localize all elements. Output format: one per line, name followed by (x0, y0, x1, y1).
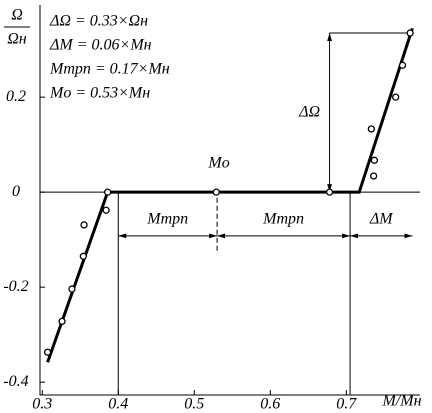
formula-note: ΔΩ = 0.33×Ωн (49, 13, 148, 30)
data-point (212, 188, 220, 196)
dimension-label: ΔM (369, 211, 394, 228)
data-point (79, 252, 87, 260)
x-tick-label: 0.6 (260, 396, 280, 413)
formula-note: ΔM = 0.06×Mн (49, 37, 152, 54)
formula-note: Mтрп = 0.17×Mн (49, 61, 170, 78)
data-point (406, 29, 414, 37)
dimension-label: ΔΩ (298, 103, 320, 120)
x-tick-label: 0.3 (32, 396, 52, 413)
data-point (43, 348, 52, 356)
y-label-denominator: Ωн (7, 31, 27, 48)
x-tick-label: 0.4 (108, 396, 128, 413)
data-point (80, 221, 88, 229)
y-label-numerator: Ω (11, 7, 23, 24)
y-tick-label: -0.4 (3, 373, 28, 390)
x-tick-label: 0.5 (184, 396, 204, 413)
characteristic-line (46, 27, 414, 363)
m0-label: Mо (207, 154, 229, 171)
x-tick-label: 0.7 (336, 396, 357, 413)
data-point (398, 61, 407, 69)
data-point (369, 172, 378, 180)
data-point (68, 285, 76, 293)
formula-note: Mо = 0.53×Mн (49, 85, 150, 102)
y-tick-label: 0 (12, 183, 20, 200)
y-tick-label: -0.2 (3, 278, 28, 295)
data-point (367, 125, 376, 133)
data-point (370, 156, 379, 164)
dimension-label: Mтрп (146, 211, 188, 228)
data-point (102, 206, 110, 214)
data-point (392, 93, 400, 101)
dimension-label: Mтрп (262, 211, 304, 228)
data-point (58, 317, 66, 326)
y-tick-label: 0.2 (6, 88, 26, 105)
data-point (325, 188, 334, 196)
x-label: M/Mн (381, 393, 421, 410)
axes-frame (39, 5, 420, 396)
data-point (103, 188, 112, 196)
